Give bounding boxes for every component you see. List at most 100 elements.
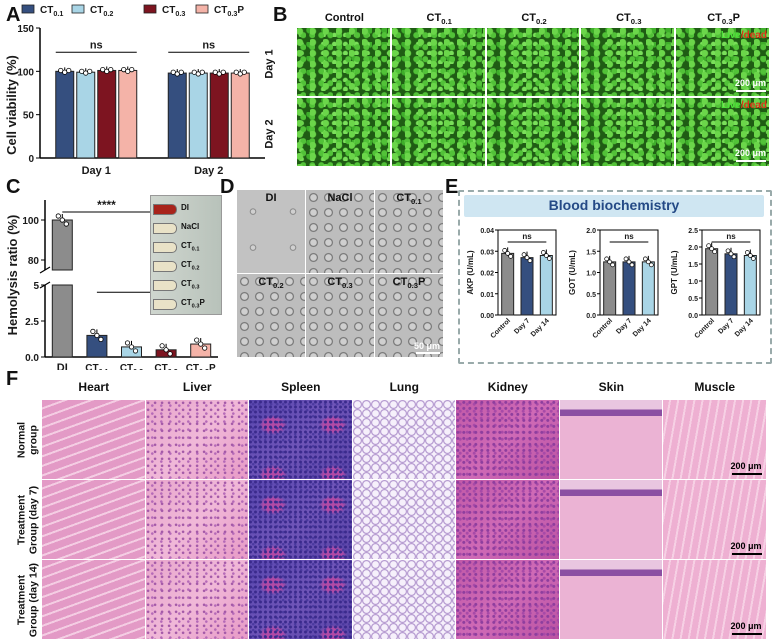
y-tick-label: 80: [28, 256, 40, 267]
tube: CT0.3: [153, 276, 219, 293]
y-tick-label: 1.5: [586, 249, 596, 256]
panel-label-d: D: [220, 176, 235, 198]
fluorescence-image: Live/dead 200 μm: [676, 28, 769, 96]
chart-c-ylabel: Hemolysis ratio (%): [5, 215, 20, 336]
axis-break: [39, 266, 51, 274]
tube: DI: [153, 200, 219, 217]
histology-row-header: Treatment Group (day 7): [15, 480, 41, 559]
data-point: [642, 256, 648, 262]
micrograph-label: CT0.2: [258, 276, 284, 291]
data-point: [505, 251, 511, 256]
histology-image: [352, 480, 455, 559]
bar: [51, 284, 73, 358]
scale-label: 200 μm: [730, 621, 762, 631]
tube-liquid: [153, 261, 177, 272]
data-point: [241, 69, 247, 75]
data-point: [521, 252, 527, 257]
data-point: [629, 262, 635, 268]
data-point: [712, 249, 718, 255]
bar: [97, 69, 117, 159]
data-point: [604, 256, 610, 262]
y-axis-label: GOT (U/mL): [568, 250, 577, 295]
data-point: [731, 254, 737, 260]
data-point: [55, 213, 61, 219]
fluorescence-row-header: Day 1: [264, 32, 291, 102]
tube-label: NaCl: [181, 222, 200, 231]
y-tick-label: 0.5: [586, 292, 596, 299]
data-point: [540, 250, 546, 255]
histology-col-header: Kidney: [487, 380, 528, 394]
data-point: [623, 256, 629, 262]
x-tick-label: Control: [694, 317, 717, 340]
bar: [622, 261, 636, 316]
rbc-micrograph: CT0.3: [306, 274, 374, 357]
panel-b-fluorescence: Control CT0.1 CT0.2 CT0.3 CT0.3P Day 1 Live/d…: [264, 12, 771, 172]
data-point: [725, 248, 731, 254]
y-tick-label: 1.0: [586, 271, 596, 278]
histology-image: [145, 560, 248, 639]
data-point: [706, 243, 712, 249]
hemolysis-tubes-inset: DI NaCl CT0.1 CT0.2 CT0.3 CT0.3P: [150, 195, 222, 315]
row-label: Normal group: [15, 400, 41, 479]
histology-col-header: Spleen: [281, 380, 321, 394]
tube-liquid: [153, 299, 177, 310]
ns-label: ns: [202, 39, 215, 51]
legend-label: CT0.3P: [214, 5, 244, 18]
y-tick-label: 50: [23, 111, 35, 122]
bar: [641, 261, 655, 316]
data-point: [524, 255, 530, 260]
histology-image: [352, 560, 455, 639]
chart-c-hemolysis: Hemolysis ratio (%) 80 100 0.0 2.5 5 DI CT0.1 C…: [5, 198, 218, 370]
x-tick-label: Day 2: [194, 165, 223, 177]
rbc-micrograph: NaCl: [306, 190, 374, 273]
panel-label-f: F: [6, 368, 19, 390]
x-tick-label: Day 7: [717, 317, 735, 335]
scale-bar: [416, 352, 440, 354]
data-point: [610, 262, 616, 268]
y-tick-label: 0.00: [480, 313, 494, 320]
x-tick-label: Day 1: [82, 165, 111, 177]
row-label-line: Treatment: [15, 574, 27, 625]
panel-d-rbc-micrographs: DI NaCl CT0.1 CT0.2 CT0.3 CT0.3P 50 μm: [237, 190, 443, 358]
tube-liquid: [153, 242, 177, 253]
live-text: Live: [720, 100, 741, 111]
histology-col-header: Muscle: [694, 380, 736, 394]
tube-liquid: [153, 223, 177, 234]
histology-image: [145, 480, 248, 559]
micrograph-label: CT0.3: [327, 276, 353, 291]
data-point: [108, 67, 114, 73]
fluorescence-col-header: CT0.3P: [707, 12, 740, 27]
sig-label: ****: [97, 198, 116, 212]
y-tick-label: 100: [17, 67, 34, 78]
y-tick-label: 5: [33, 281, 39, 292]
data-point: [124, 340, 131, 346]
bar: [501, 252, 515, 316]
x-tick-label: Day 7: [615, 317, 633, 335]
tube: NaCl: [153, 219, 219, 236]
panel-label-c: C: [6, 176, 21, 198]
data-point: [66, 67, 72, 74]
scale-label: 200 μm: [734, 148, 766, 158]
legend-swatch: [71, 4, 85, 14]
blood-biochem-title: Blood biochemistry: [548, 197, 680, 213]
ns-label: ns: [522, 232, 532, 241]
y-tick-label: 0.5: [688, 296, 698, 303]
panel-label-e: E: [445, 176, 459, 198]
x-tick-label: CT0.3P: [186, 363, 216, 370]
tube: CT0.2: [153, 257, 219, 274]
tube-label: CT0.3: [181, 279, 200, 291]
bar: [51, 219, 73, 271]
histology-image: [559, 400, 662, 479]
bar: [76, 71, 96, 159]
bar: [86, 334, 108, 358]
fluorescence-col-header: Control: [324, 12, 364, 24]
data-point: [159, 343, 165, 349]
micrograph-label: DI: [265, 192, 277, 204]
histology-col-header: Lung: [389, 380, 419, 394]
panel-label-a: A: [6, 4, 21, 26]
data-point: [198, 341, 204, 347]
dead-text: /dead: [740, 30, 767, 41]
data-point: [199, 69, 205, 75]
y-tick-label: 0.02: [480, 271, 494, 278]
